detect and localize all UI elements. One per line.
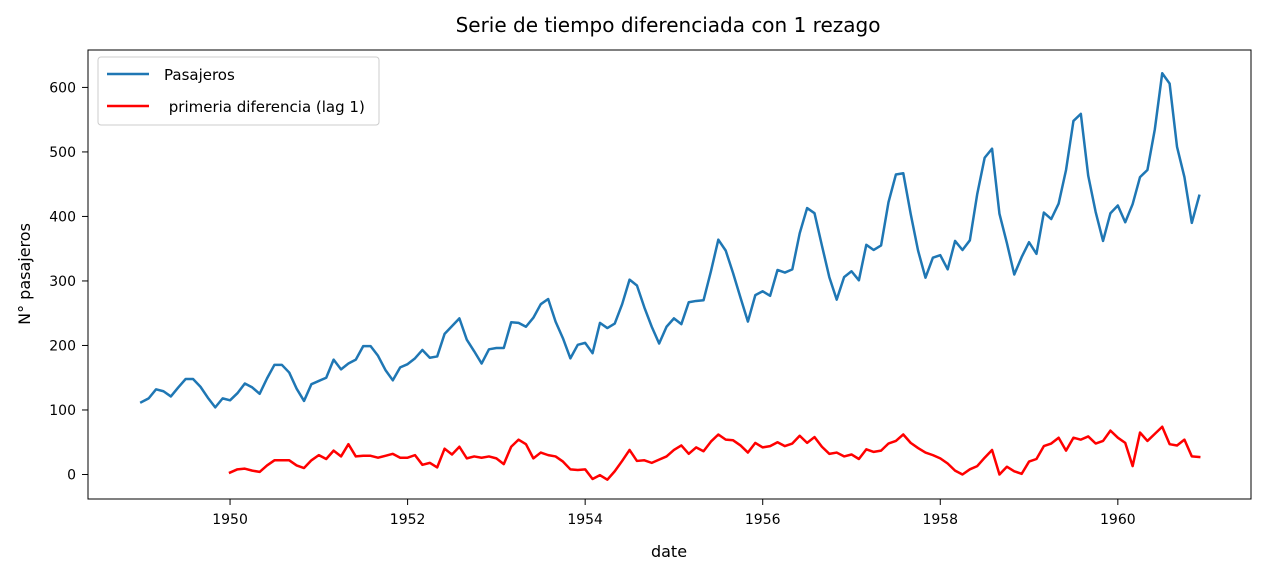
y-tick-label: 600: [49, 80, 76, 96]
y-axis-label: N° pasajeros: [15, 223, 34, 325]
y-tick-label: 400: [49, 209, 76, 225]
x-tick-label: 1956: [745, 512, 781, 528]
y-tick-label: 300: [49, 274, 76, 290]
y-tick-label: 500: [49, 145, 76, 161]
x-axis-label: date: [651, 542, 687, 561]
legend-box: [97, 56, 380, 126]
x-tick-label: 1950: [212, 512, 248, 528]
y-tick-label: 200: [49, 338, 76, 354]
legend: Pasajeros primeria diferencia (lag 1): [97, 56, 380, 126]
legend-label-pasajeros: Pasajeros: [164, 66, 235, 84]
series-line-primeria-diferencia: [228, 425, 1201, 481]
x-tick-label: 1960: [1100, 512, 1136, 528]
x-tick-label: 1958: [922, 512, 958, 528]
legend-label-primeria-diferencia: primeria diferencia (lag 1): [164, 98, 365, 116]
chart-title: Serie de tiempo diferenciada con 1 rezag…: [456, 13, 881, 37]
y-tick-label: 100: [49, 403, 76, 419]
x-axis: 1950 1952 1954 1956 1958 1960: [212, 499, 1136, 528]
x-tick-label: 1952: [390, 512, 426, 528]
series-line-pasajeros: [139, 71, 1201, 409]
x-tick-label: 1954: [567, 512, 603, 528]
y-tick-label: 0: [67, 467, 76, 483]
y-axis: 0 100 200 300 400 500 600: [49, 80, 88, 483]
plot-frame: [87, 49, 1252, 500]
plot-area: [87, 49, 1252, 500]
series-lines: [139, 71, 1201, 481]
